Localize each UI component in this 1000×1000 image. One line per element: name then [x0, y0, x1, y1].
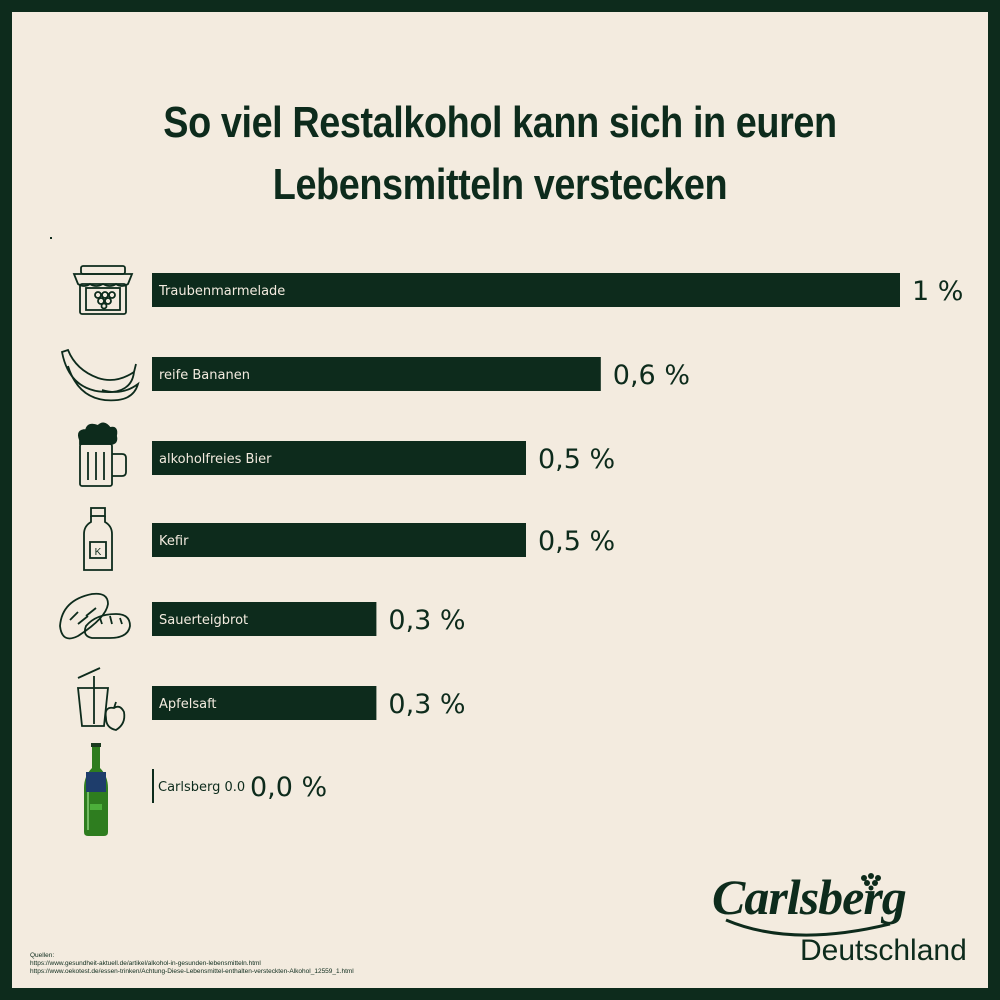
bars-group: Traubenmarmelade 1 % reife Bananen 0,6 % alk… — [152, 273, 963, 803]
stray-dot — [50, 237, 52, 239]
carlsberg-bottle-icon — [84, 743, 108, 836]
bar-1 — [152, 357, 601, 391]
kefir-bottle-icon: K — [83, 507, 113, 571]
bar-value-label-1: 0,6 % — [613, 360, 690, 391]
bar-category-label-0: Traubenmarmelade — [158, 284, 285, 299]
svg-text:K: K — [95, 547, 102, 558]
carlsberg-logo: Carlsberg Deutschland — [712, 868, 982, 978]
bar-4 — [152, 602, 377, 636]
bar-category-label-4: Sauerteigbrot — [159, 613, 248, 628]
bar-category-label-6: Carlsberg 0.0 — [158, 780, 245, 795]
bar-5 — [152, 686, 377, 720]
bar-category-label-2: alkoholfreies Bier — [159, 452, 272, 467]
brand-name: Carlsberg — [712, 869, 907, 925]
bar-6 — [152, 769, 154, 803]
bar-3 — [152, 523, 526, 557]
bar-category-label-1: reife Bananen — [159, 368, 250, 383]
sources: Quellen: https://www.gesundheit-aktuell.… — [30, 952, 354, 976]
logo-mark — [725, 873, 891, 937]
bar-2 — [152, 441, 526, 475]
brand-region: Deutschland — [800, 934, 967, 967]
bar-value-label-3: 0,5 % — [538, 526, 615, 557]
bar-value-label-6: 0,0 % — [250, 772, 327, 803]
bar-category-label-3: Kefir — [159, 534, 189, 549]
bar-value-label-4: 0,3 % — [388, 605, 465, 636]
bread-icon — [59, 592, 131, 640]
bar-0 — [152, 273, 900, 307]
hop-crown-icon — [861, 873, 881, 891]
bar-value-label-2: 0,5 % — [538, 444, 615, 475]
source-link-1[interactable]: https://www.gesundheit-aktuell.de/artike… — [30, 960, 261, 967]
infographic-frame: So viel Restalkohol kann sich in euren L… — [12, 12, 988, 988]
jam-jar-icon — [72, 265, 134, 315]
bar-value-label-5: 0,3 % — [388, 689, 465, 720]
source-link-2[interactable]: https://www.oekotest.de/essen-trinken/Ac… — [30, 968, 354, 975]
bar-category-label-5: Apfelsaft — [159, 697, 217, 712]
chart-title: So viel Restalkohol kann sich in euren L… — [163, 98, 837, 209]
sources-heading: Quellen: — [30, 952, 55, 959]
beer-mug-icon — [77, 422, 127, 487]
bar-value-label-0: 1 % — [912, 276, 963, 307]
bar-chart: K Traubenmarmelade 1 % reife Bananen 0,6 % a… — [59, 265, 963, 836]
juice-apple-icon — [77, 667, 126, 731]
banana-icon — [60, 348, 140, 402]
